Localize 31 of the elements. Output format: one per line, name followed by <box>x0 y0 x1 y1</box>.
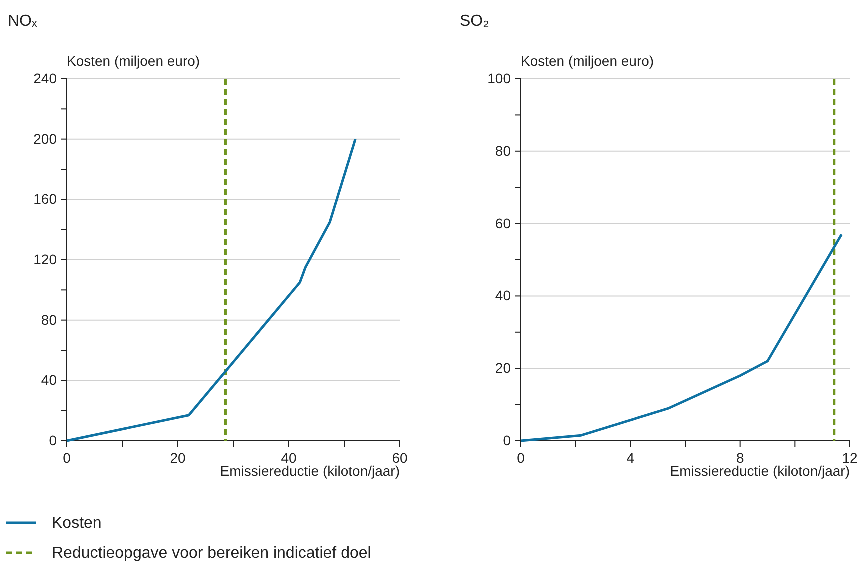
y-tick-label: 120 <box>34 251 58 268</box>
y-tick-label: 20 <box>495 360 512 376</box>
y-tick-label: 80 <box>495 142 512 159</box>
line-series <box>66 138 357 442</box>
chart-title: NOₓ <box>8 13 38 30</box>
y-tick-label: 100 <box>488 70 512 86</box>
y-tick-label: 80 <box>41 312 58 328</box>
y-tick-label: 40 <box>41 372 58 388</box>
chart-title: SO₂ <box>460 13 490 30</box>
y-tick-label: 240 <box>34 70 58 86</box>
x-tick-label: 4 <box>626 450 635 466</box>
x-tick-label: 8 <box>736 450 744 466</box>
x-tick-label: 60 <box>392 450 408 466</box>
legend-label: Reductieopgave voor bereiken indicatief doel <box>52 545 372 562</box>
line-series <box>520 233 844 442</box>
x-axis-title: Emissiereductie (kiloton/jaar) <box>220 463 400 479</box>
x-tick-label: 0 <box>63 450 72 466</box>
y-axis-title: Kosten (miljoen euro) <box>67 53 200 69</box>
y-tick-label: 0 <box>503 432 512 448</box>
x-tick-label: 40 <box>281 450 297 466</box>
y-axis-title: Kosten (miljoen euro) <box>521 53 654 69</box>
y-tick-label: 160 <box>34 191 58 208</box>
x-tick-label: 0 <box>517 450 526 466</box>
y-tick-label: 60 <box>495 215 512 232</box>
y-tick-label: 40 <box>495 288 512 304</box>
x-tick-label: 20 <box>170 450 186 466</box>
x-axis-title: Emissiereductie (kiloton/jaar) <box>670 463 850 479</box>
legend-label: Kosten <box>52 515 102 532</box>
y-tick-label: 200 <box>34 130 58 147</box>
y-tick-label: 0 <box>49 432 58 448</box>
x-tick-label: 12 <box>842 450 858 466</box>
